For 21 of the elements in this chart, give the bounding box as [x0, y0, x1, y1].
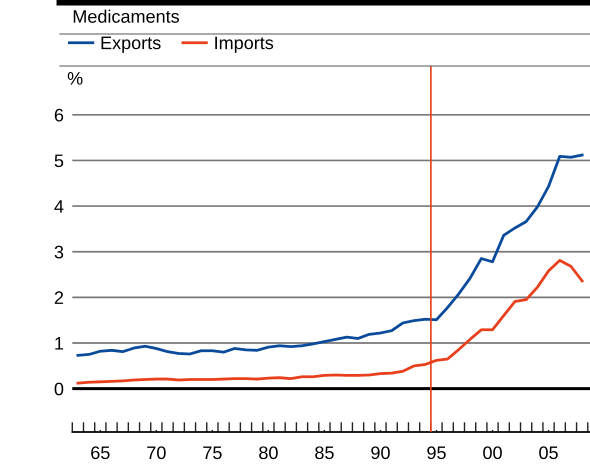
y-tick-label: 4: [54, 200, 64, 213]
x-tick-label: 80: [259, 446, 278, 460]
x-tick-label: 85: [315, 446, 334, 460]
x-tick-label: 70: [147, 446, 166, 460]
y-tick-label: 6: [54, 108, 64, 122]
legend-label: Imports: [215, 36, 274, 53]
y-tick-label: 0: [54, 382, 64, 396]
y-tick-label: 5: [54, 154, 64, 168]
y-tick-label: 1: [55, 337, 64, 350]
y-tick-label: 3: [54, 246, 64, 258]
y-tick-label: 2: [54, 291, 64, 304]
x-tick-label: 65: [91, 446, 110, 460]
x-tick-label: 95: [427, 446, 446, 460]
y-axis-title: %: [68, 72, 83, 85]
x-tick-label: 00: [483, 446, 502, 460]
x-tick-label: 90: [371, 446, 390, 460]
x-tick-label: 05: [539, 446, 558, 460]
chart-title: Medicaments: [74, 10, 180, 23]
x-tick-label: 75: [203, 446, 222, 460]
legend-label: Exports: [102, 36, 161, 53]
line-series: [76, 154, 584, 357]
